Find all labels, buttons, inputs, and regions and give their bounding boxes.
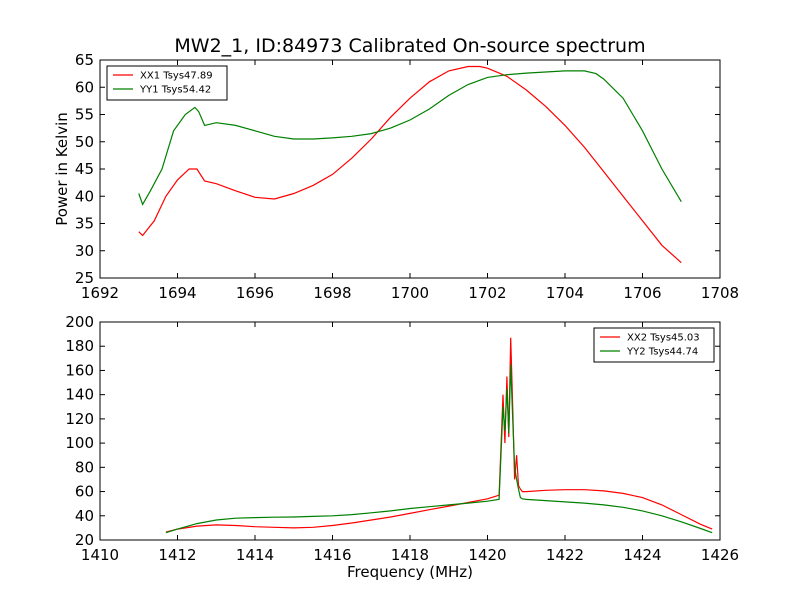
- bottom-axes: 1410 1412 1414 1416 1418 1420 1422 1424 1426 20 40…: [65, 313, 739, 564]
- top-x-tick-label: 1702: [468, 284, 506, 302]
- top-x-tick-label: 1706: [623, 284, 661, 302]
- bottom-y-tick-label: 180: [65, 337, 94, 355]
- bottom-x-tick-label: 1424: [623, 546, 661, 564]
- top-x-tick-label: 1698: [313, 284, 351, 302]
- top-y-tick-label: 40: [75, 187, 94, 205]
- bottom-y-tick-label: 100: [65, 434, 94, 452]
- top-y-tick-label: 25: [75, 269, 94, 287]
- top-legend-label-2: YY1 Tsys54.42: [139, 85, 211, 96]
- bottom-y-tick-label: 40: [75, 507, 94, 525]
- bottom-x-tick-label: 1414: [236, 546, 274, 564]
- top-x-tick-label: 1694: [158, 284, 196, 302]
- top-x-tick-label: 1692: [81, 284, 119, 302]
- top-y-tick-label: 65: [75, 51, 94, 69]
- top-legend: XX1 Tsys47.89 YY1 Tsys54.42: [106, 65, 228, 101]
- bottom-x-tick-label: 1426: [701, 546, 739, 564]
- bottom-series-line-2: [165, 364, 713, 534]
- top-chart-title: MW2_1, ID:84973 Calibrated On-source spe…: [174, 35, 645, 57]
- bottom-y-tick-label: 60: [75, 483, 94, 501]
- bottom-x-tick-label: 1412: [158, 546, 196, 564]
- bottom-x-axis-label: Frequency (MHz): [347, 563, 473, 581]
- bottom-y-tick-label: 20: [75, 531, 94, 549]
- bottom-y-tick-label: 160: [65, 361, 94, 379]
- top-axes: 1692 1694 1696 1698 1700 1702 1704 1706 1708 25 30…: [75, 51, 739, 302]
- bottom-x-tick-label: 1422: [546, 546, 584, 564]
- top-series-line-2: [138, 70, 682, 206]
- bottom-x-tick-label: 1420: [468, 546, 506, 564]
- top-legend-label-1: XX1 Tsys47.89: [140, 71, 213, 82]
- bottom-x-tick-label: 1416: [313, 546, 351, 564]
- bottom-legend-box: [593, 327, 715, 363]
- top-y-axis-label: Power in Kelvin: [53, 112, 71, 226]
- top-y-tick-label: 45: [75, 160, 94, 178]
- bottom-y-tick-label: 120: [65, 410, 94, 428]
- top-y-tick-label: 35: [75, 215, 94, 233]
- bottom-y-tick-label: 200: [65, 313, 94, 331]
- bottom-x-tick-label: 1410: [81, 546, 119, 564]
- bottom-legend-label-1: XX2 Tsys45.03: [627, 333, 700, 344]
- top-legend-box: [106, 65, 228, 101]
- bottom-y-tick-label: 140: [65, 386, 94, 404]
- bottom-x-tick-label: 1418: [391, 546, 429, 564]
- top-y-tick-label: 60: [75, 78, 94, 96]
- top-x-tick-label: 1708: [701, 284, 739, 302]
- bottom-legend: XX2 Tsys45.03 YY2 Tsys44.74: [593, 327, 715, 363]
- top-x-tick-label: 1704: [546, 284, 584, 302]
- bottom-series-line-1: [165, 337, 713, 533]
- top-series-line-1: [138, 65, 682, 264]
- top-y-tick-label: 50: [75, 133, 94, 151]
- top-y-tick-label: 55: [75, 106, 94, 124]
- top-x-tick-label: 1700: [391, 284, 429, 302]
- top-x-tick-label: 1696: [236, 284, 274, 302]
- bottom-y-tick-label: 80: [75, 458, 94, 476]
- top-y-tick-label: 30: [75, 242, 94, 260]
- bottom-legend-label-2: YY2 Tsys44.74: [626, 347, 698, 358]
